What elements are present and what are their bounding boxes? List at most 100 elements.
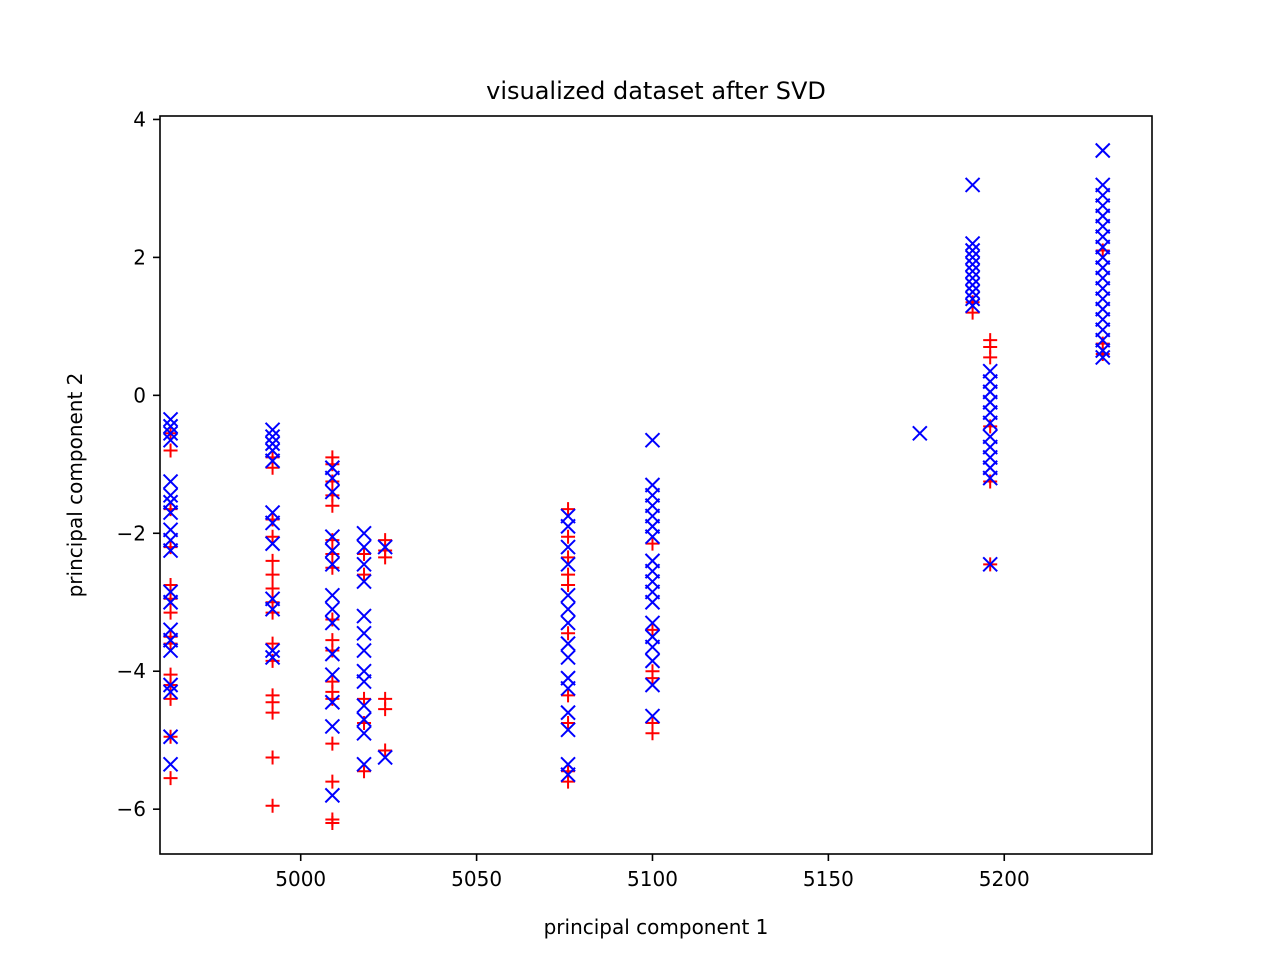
x-marker-point bbox=[324, 484, 341, 500]
plus-marker-point bbox=[325, 774, 340, 789]
x-marker-point bbox=[560, 539, 576, 555]
plus-marker-point bbox=[1095, 346, 1110, 361]
x-marker-point bbox=[964, 177, 981, 193]
x-marker-point bbox=[162, 487, 179, 504]
x-marker-point bbox=[264, 535, 281, 552]
x-marker-point bbox=[264, 601, 281, 617]
plus-marker-point bbox=[163, 605, 178, 620]
x-marker-point bbox=[324, 556, 341, 573]
x-marker-point bbox=[964, 263, 981, 279]
x-marker-point bbox=[324, 694, 341, 710]
plot-frame bbox=[159, 115, 1153, 855]
plus-marker-point bbox=[163, 636, 178, 651]
y-tick-label: 0 bbox=[133, 383, 146, 407]
x-tick-label: 5150 bbox=[803, 867, 854, 891]
x-marker-point bbox=[982, 470, 998, 486]
x-marker-point bbox=[644, 615, 661, 631]
plus-marker-point bbox=[561, 774, 576, 789]
x-marker-point bbox=[264, 429, 281, 445]
plus-marker-point bbox=[163, 578, 178, 593]
x-marker-point bbox=[356, 698, 372, 714]
x-marker-point bbox=[162, 594, 179, 610]
x-marker-point bbox=[644, 677, 661, 693]
x-marker-point bbox=[162, 418, 179, 435]
x-marker-point bbox=[264, 453, 281, 469]
plus-marker-point bbox=[265, 636, 280, 651]
plus-marker-point bbox=[265, 529, 280, 544]
x-marker-point bbox=[356, 642, 372, 659]
x-marker-point bbox=[964, 270, 981, 286]
plus-marker-point bbox=[265, 705, 280, 720]
x-marker-point bbox=[964, 256, 981, 272]
x-marker-point bbox=[560, 722, 576, 738]
x-tick-label: 5100 bbox=[627, 867, 678, 891]
x-marker-point bbox=[162, 642, 179, 659]
x-marker-point bbox=[264, 435, 281, 452]
x-marker-point bbox=[964, 242, 981, 259]
plus-marker-point bbox=[645, 536, 660, 551]
plus-marker-point bbox=[645, 671, 660, 686]
x-marker-point bbox=[644, 708, 661, 724]
x-marker-point bbox=[356, 711, 372, 728]
x-marker-point bbox=[324, 718, 341, 735]
x-marker-point bbox=[356, 525, 372, 541]
x-marker-point bbox=[264, 649, 281, 666]
x-tick-label: 5050 bbox=[451, 867, 502, 891]
x-marker-point bbox=[162, 677, 179, 693]
plus-marker-point bbox=[265, 553, 280, 568]
x-marker-point bbox=[644, 432, 661, 448]
plus-marker-point bbox=[645, 622, 660, 637]
plus-marker-point bbox=[325, 691, 340, 706]
plus-marker-point bbox=[378, 550, 393, 565]
plus-marker-point bbox=[163, 771, 178, 786]
x-marker-point bbox=[162, 411, 179, 428]
plus-marker-point bbox=[1095, 243, 1110, 258]
plus-marker-point bbox=[265, 605, 280, 620]
x-marker-point bbox=[377, 749, 393, 766]
x-marker-point bbox=[264, 422, 281, 438]
x-marker-point bbox=[324, 542, 341, 559]
plus-marker-point bbox=[265, 798, 280, 813]
x-marker-point bbox=[356, 539, 372, 555]
x-marker-point bbox=[356, 725, 372, 742]
x-marker-point bbox=[560, 615, 576, 631]
x-marker-point bbox=[912, 425, 928, 441]
plus-marker-point bbox=[561, 626, 576, 641]
plus-marker-point bbox=[325, 643, 340, 658]
x-marker-point bbox=[1095, 342, 1111, 359]
plus-marker-point bbox=[378, 702, 393, 717]
x-marker-point bbox=[644, 529, 661, 545]
x-marker-point bbox=[356, 556, 372, 573]
y-tick-label: −4 bbox=[117, 659, 146, 683]
x-marker-point bbox=[356, 608, 372, 624]
plus-marker-point bbox=[265, 581, 280, 596]
plus-marker-point bbox=[561, 529, 576, 544]
x-axis-label: principal component 1 bbox=[544, 915, 769, 939]
x-marker-point bbox=[560, 680, 576, 697]
plus-marker-point bbox=[561, 715, 576, 730]
x-marker-point bbox=[964, 249, 981, 266]
x-marker-point bbox=[162, 756, 179, 773]
x-marker-point bbox=[324, 529, 341, 545]
plus-marker-point bbox=[561, 550, 576, 565]
x-marker-point bbox=[964, 235, 981, 252]
x-marker-point bbox=[1095, 349, 1111, 366]
y-tick-label: 2 bbox=[133, 245, 146, 269]
plus-marker-point bbox=[378, 743, 393, 758]
plus-marker-point bbox=[325, 498, 340, 513]
x-marker-point bbox=[964, 277, 981, 293]
x-marker-point bbox=[560, 556, 576, 573]
x-marker-point bbox=[324, 787, 341, 804]
x-marker-point bbox=[162, 425, 179, 441]
x-marker-point bbox=[162, 504, 179, 521]
x-marker-point bbox=[356, 756, 372, 773]
x-marker-point bbox=[644, 594, 661, 610]
x-marker-point bbox=[356, 673, 372, 690]
plus-marker-point bbox=[265, 567, 280, 582]
x-marker-point bbox=[560, 587, 576, 604]
x-marker-point bbox=[560, 601, 576, 617]
plus-marker-point bbox=[561, 502, 576, 517]
plus-marker-point bbox=[357, 567, 372, 582]
x-marker-point bbox=[264, 642, 281, 659]
x-marker-point bbox=[964, 291, 981, 307]
